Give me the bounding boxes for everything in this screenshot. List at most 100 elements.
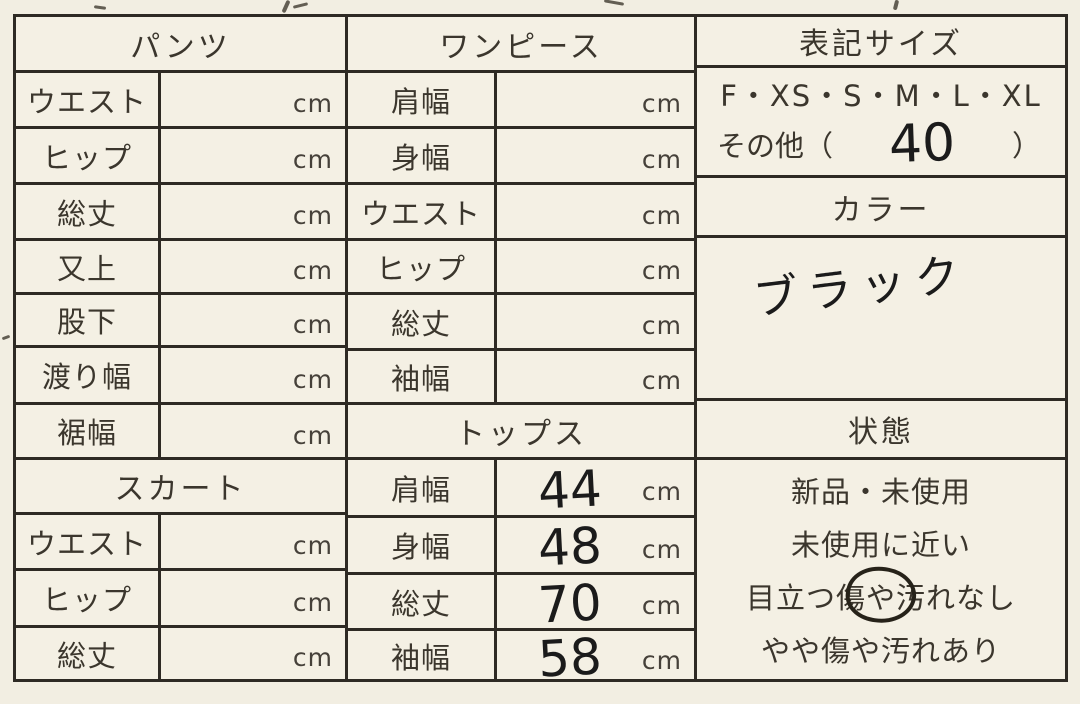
unit-label: cm	[641, 645, 682, 675]
unit-label: cm	[641, 477, 682, 506]
ink-mark	[1, 334, 11, 341]
handwritten-value	[497, 154, 642, 162]
handwritten-size-value: 40	[888, 112, 957, 176]
measurement-label: 肩幅	[348, 73, 497, 126]
handwritten-circle-mark	[842, 561, 920, 628]
measurement-value-cell: cm	[497, 351, 694, 402]
measurement-label: ヒップ	[16, 129, 161, 182]
condition-option: やや傷や汚れあり	[760, 633, 1001, 668]
handwritten-value	[161, 154, 293, 161]
unit-label: cm	[641, 256, 682, 285]
measurement-row: 総丈 cm	[16, 628, 345, 679]
handwritten-value	[497, 98, 642, 106]
measurement-label: 股下	[16, 295, 161, 345]
measurement-row: 肩幅 44 cm	[348, 459, 694, 520]
handwritten-value	[161, 540, 293, 547]
measurement-value-cell: cm	[497, 73, 694, 126]
measurement-row: 総丈 cm	[348, 295, 694, 351]
measurement-row: ウエスト cm	[348, 185, 694, 241]
measurement-row: 袖幅 58 cm	[348, 627, 694, 688]
handwritten-value	[161, 597, 293, 604]
measurement-value-cell: cm	[161, 73, 345, 126]
open-paren: （	[804, 129, 834, 163]
handwritten-value	[161, 319, 293, 326]
measurement-label: 身幅	[348, 129, 497, 182]
ink-mark	[93, 5, 107, 10]
measurement-label: 袖幅	[348, 351, 497, 402]
size-options-cell: F・XS・S・M・L・XL その他 （ 40 ）	[697, 68, 1065, 178]
unit-label: cm	[292, 364, 333, 394]
size-options-text: F・XS・S・M・L・XL	[720, 79, 1042, 113]
measurement-label: ウエスト	[348, 185, 497, 238]
handwritten-value	[161, 374, 293, 381]
size-other-label: その他	[717, 129, 805, 163]
size-other-line: その他 （ 40 ）	[697, 112, 1065, 176]
unit-label: cm	[292, 89, 333, 118]
unit-label: cm	[641, 534, 682, 564]
measurement-value-cell: cm	[161, 348, 345, 402]
measurement-form-table: パンツ ウエスト cm ヒップ cm 総丈 cm 又上	[13, 14, 1068, 689]
measurement-row: 袖幅 cm	[348, 351, 694, 405]
measurement-row: 又上 cm	[16, 241, 345, 295]
measurement-value-cell: cm	[497, 295, 694, 348]
measurement-row: ヒップ cm	[348, 241, 694, 295]
ink-mark	[603, 0, 625, 6]
unit-label: cm	[292, 531, 333, 560]
unit-label: cm	[292, 201, 333, 230]
measurement-row: ウエスト cm	[16, 73, 345, 129]
measurement-label: 肩幅	[348, 460, 497, 515]
measurement-label: ウエスト	[16, 73, 161, 126]
pants-skirt-column: パンツ ウエスト cm ヒップ cm 総丈 cm 又上	[16, 17, 348, 679]
ink-mark	[892, 0, 900, 11]
unit-label: cm	[641, 145, 682, 174]
measurement-row: 股下 cm	[16, 295, 345, 348]
measurement-row: ヒップ cm	[16, 129, 345, 185]
unit-label: cm	[292, 256, 333, 285]
measurement-row: 総丈 cm	[16, 185, 345, 241]
unit-label: cm	[292, 643, 333, 672]
section-header-condition: 状態	[697, 401, 1065, 460]
unit-label: cm	[292, 420, 333, 450]
measurement-label: ヒップ	[348, 241, 497, 292]
condition-option-text: 目立つ傷や汚れなし	[745, 580, 1016, 615]
size-color-condition-column: 表記サイズ F・XS・S・M・L・XL その他 （ 40 ） カラー ブラック …	[697, 17, 1065, 679]
close-paren: ）	[1011, 129, 1041, 163]
measurement-row: ヒップ cm	[16, 571, 345, 628]
measurement-label: ヒップ	[16, 571, 161, 625]
handwritten-value	[161, 265, 293, 272]
condition-option: 未使用に近い	[790, 528, 971, 563]
measurement-value-cell: 44 cm	[497, 459, 694, 520]
section-header-size: 表記サイズ	[697, 17, 1065, 68]
measurement-row: 渡り幅 cm	[16, 348, 345, 405]
measurement-row: 総丈 70 cm	[348, 572, 694, 635]
handwritten-value	[161, 210, 293, 217]
measurement-label: 裾幅	[16, 405, 161, 457]
measurement-row: 肩幅 cm	[348, 73, 694, 129]
handwritten-value: 48	[536, 516, 603, 578]
measurement-label: 総丈	[16, 628, 161, 679]
measurement-label: 渡り幅	[16, 348, 161, 402]
measurement-label: 又上	[16, 241, 161, 292]
measurement-value-cell: cm	[497, 185, 694, 238]
section-header-pants: パンツ	[16, 17, 345, 73]
measurement-value-cell: cm	[161, 295, 345, 345]
condition-option: 新品・未使用	[790, 475, 971, 510]
measurement-value-cell: cm	[497, 129, 694, 182]
handwritten-color-value: ブラック	[750, 247, 972, 326]
measurement-row: 身幅 cm	[348, 129, 694, 185]
section-header-onepiece: ワンピース	[348, 17, 694, 73]
handwritten-value	[161, 98, 293, 105]
unit-label: cm	[641, 311, 682, 340]
condition-option: 目立つ傷や汚れなし	[697, 561, 1065, 628]
handwritten-value	[497, 265, 642, 273]
unit-label: cm	[641, 591, 682, 620]
handwritten-value	[497, 210, 642, 218]
unit-label: cm	[292, 309, 333, 339]
color-value-cell: ブラック	[697, 238, 1065, 401]
measurement-row: 裾幅 cm	[16, 405, 345, 460]
measurement-label: 総丈	[16, 185, 161, 238]
measurement-row: 身幅 48 cm	[348, 516, 694, 578]
measurement-label: 総丈	[348, 575, 497, 628]
handwritten-value: 70	[536, 572, 603, 635]
unit-label: cm	[641, 89, 682, 118]
